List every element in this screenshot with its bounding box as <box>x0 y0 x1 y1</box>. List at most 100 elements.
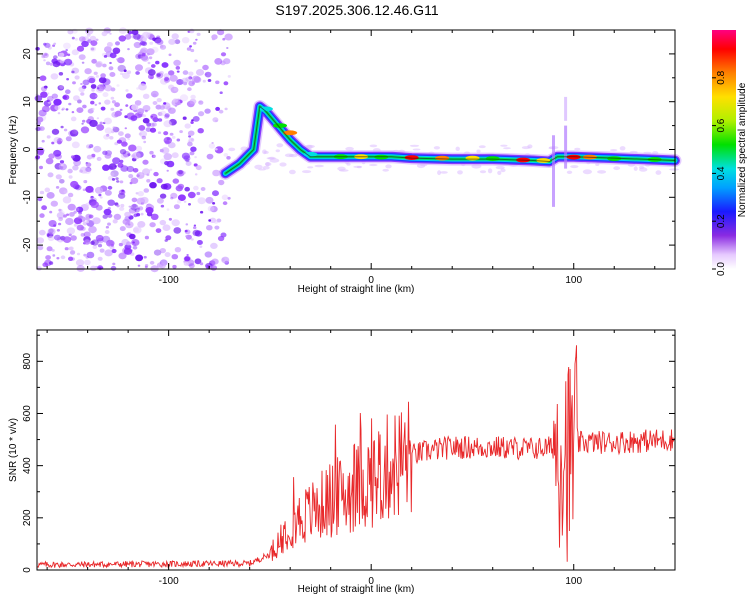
noise-point <box>121 141 128 147</box>
noise-point <box>89 92 98 100</box>
noise-point <box>50 200 58 207</box>
noise-point <box>59 59 65 64</box>
noise-point <box>150 113 158 120</box>
noise-point <box>135 254 144 262</box>
noise-point <box>223 153 229 157</box>
noise-point <box>71 49 79 56</box>
noise-point <box>47 228 56 235</box>
noise-point <box>73 223 78 227</box>
noise-point <box>183 200 187 203</box>
noise-point <box>254 164 263 170</box>
noise-point <box>147 69 156 76</box>
noise-point <box>211 34 218 40</box>
noise-point <box>156 73 161 77</box>
noise-point <box>189 98 197 105</box>
noise-point <box>40 86 48 92</box>
noise-point <box>57 85 65 91</box>
ridge-hotspot <box>465 155 480 161</box>
noise-point <box>58 137 62 141</box>
noise-point <box>157 111 163 116</box>
noise-point <box>53 149 62 157</box>
noise-point <box>85 167 92 172</box>
spectrogram-plot-area <box>37 30 675 269</box>
noise-point <box>190 121 194 124</box>
noise-point <box>71 36 75 40</box>
y-tick-label: 400 <box>22 457 33 474</box>
noise-point <box>192 229 201 237</box>
noise-point <box>84 259 91 266</box>
noise-point <box>188 80 195 87</box>
noise-point <box>212 190 219 197</box>
noise-point <box>98 193 102 197</box>
noise-point <box>164 252 171 258</box>
noise-point <box>150 90 159 98</box>
noise-point <box>112 126 116 129</box>
noise-point <box>77 214 83 220</box>
noise-point <box>212 202 216 205</box>
noise-point <box>126 70 132 74</box>
noise-point <box>140 40 146 46</box>
noise-point <box>48 220 57 227</box>
noise-point <box>149 127 157 133</box>
noise-point <box>44 53 48 56</box>
noise-point <box>58 217 63 222</box>
noise-point <box>219 91 223 94</box>
noise-point <box>204 251 213 258</box>
noise-point <box>161 62 169 68</box>
noise-point <box>142 31 151 39</box>
noise-point <box>104 99 111 105</box>
noise-point <box>120 72 124 75</box>
noise-point <box>83 231 91 238</box>
noise-point <box>83 180 88 184</box>
ridge-hotspot <box>435 155 450 161</box>
noise-point <box>104 249 113 257</box>
noise-point <box>655 170 662 175</box>
noise-point <box>102 150 108 155</box>
noise-point <box>191 119 194 122</box>
noise-point <box>129 233 136 240</box>
noise-point <box>132 245 138 250</box>
noise-point <box>202 64 209 71</box>
noise-point <box>75 259 85 267</box>
noise-point <box>102 63 107 68</box>
noise-point <box>104 46 112 53</box>
noise-point <box>95 95 98 98</box>
noise-point <box>267 156 276 160</box>
noise-point <box>147 61 151 65</box>
noise-point <box>39 190 45 195</box>
noise-point <box>172 98 179 103</box>
noise-point <box>115 41 120 46</box>
noise-point <box>190 146 197 152</box>
noise-point <box>74 75 80 80</box>
noise-point <box>46 135 51 139</box>
noise-point <box>108 66 114 71</box>
noise-point <box>155 60 160 65</box>
noise-point <box>276 143 284 148</box>
noise-point <box>99 121 103 125</box>
noise-point <box>135 64 143 71</box>
noise-point <box>179 130 183 134</box>
noise-point <box>47 46 52 50</box>
noise-point <box>73 207 80 212</box>
noise-point <box>88 214 94 219</box>
noise-point <box>103 134 110 140</box>
noise-point <box>314 164 324 168</box>
noise-point <box>188 203 191 206</box>
noise-point <box>178 170 183 175</box>
noise-point <box>440 171 448 174</box>
noise-point <box>116 84 120 87</box>
noise-point <box>65 136 72 142</box>
noise-point <box>123 247 133 255</box>
noise-point <box>109 32 112 35</box>
noise-point <box>153 155 156 158</box>
noise-point <box>57 112 61 115</box>
noise-point <box>176 79 184 85</box>
noise-point <box>174 247 182 253</box>
noise-point <box>56 229 61 232</box>
y-tick-label: 20 <box>22 48 33 60</box>
noise-point <box>46 43 51 48</box>
noise-point <box>214 58 223 65</box>
noise-point <box>171 219 180 227</box>
noise-point <box>127 138 130 141</box>
noise-point <box>161 147 170 154</box>
